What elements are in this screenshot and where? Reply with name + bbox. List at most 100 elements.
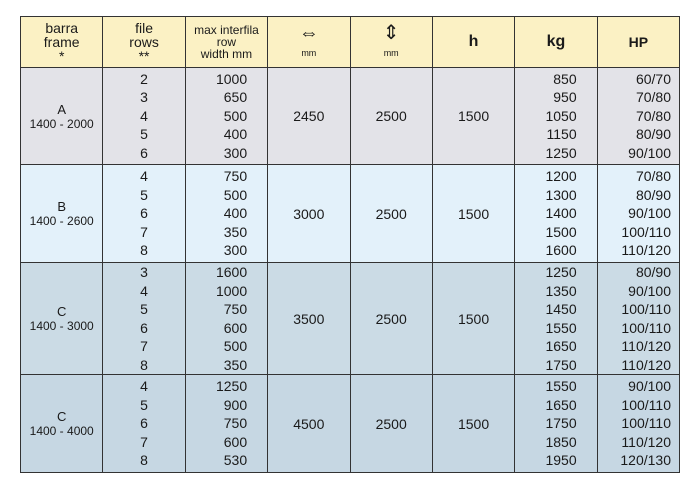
rows-value: 4 (140, 378, 148, 395)
cell-hp: 90/100 100/110 100/110 110/120 120/130 (596, 374, 681, 473)
rows-value: 4 (140, 282, 148, 299)
width-value: 400 (223, 126, 248, 143)
rows-value: 7 (140, 223, 148, 240)
hp-value: 90/100 (628, 282, 671, 299)
rows-value: 5 (140, 396, 148, 413)
width-value: 1000 (215, 70, 248, 87)
hp-value: 70/80 (635, 168, 671, 185)
kg-value: 1250 (545, 264, 577, 280)
kg-value: 1550 (545, 378, 577, 395)
header-text: frame (43, 34, 80, 50)
width-value: 750 (223, 415, 248, 432)
cell-frame: C 1400 - 3000 (19, 262, 104, 375)
cell-length: 3500 (267, 262, 351, 375)
cell-width: 750 500 400 350 300 (184, 164, 269, 263)
frame-label: A (57, 101, 67, 117)
cell-kg: 1550 1650 1750 1850 1950 (514, 374, 598, 473)
cell-rows: 3 4 5 6 7 8 (102, 262, 186, 375)
cell-kg: 1250 1350 1450 1550 1650 1750 (514, 262, 598, 375)
hp-value: 70/80 (635, 89, 671, 106)
cell-width: 1250 900 750 600 530 (184, 374, 269, 473)
cell-length: 4500 (267, 374, 351, 473)
hp-value: 60/70 (635, 70, 671, 87)
width-value: 300 (223, 242, 248, 259)
cell-height: 2500 (349, 374, 433, 473)
kg-value: 1600 (545, 242, 577, 259)
width-value: 300 (223, 144, 248, 161)
kg-value: 1950 (545, 452, 577, 469)
frame-label: C (56, 409, 67, 424)
hp-value: 110/120 (621, 433, 671, 450)
cell-height: 2500 (349, 262, 433, 375)
kg-value: 1650 (545, 338, 577, 354)
hp-value: 90/100 (628, 205, 671, 222)
cell-width: 1600 1000 750 600 500 350 (184, 262, 269, 375)
rows-value: 6 (140, 415, 148, 432)
width-value: 750 (223, 301, 248, 317)
header-text: * (58, 48, 65, 64)
cell-frame: B 1400 - 2600 (19, 164, 104, 263)
header-row: barra frame * file rows ** max interfila row w… (19, 16, 681, 68)
kg-value: 950 (553, 89, 577, 106)
width-value: 500 (223, 186, 248, 203)
rows-value: 7 (140, 338, 148, 354)
rows-value: 5 (140, 301, 148, 317)
hp-value: 100/110 (621, 396, 671, 413)
cell-kg: 1200 1300 1400 1500 1600 (514, 164, 598, 263)
header-text: width mm (200, 47, 253, 61)
kg-value: 1650 (545, 396, 577, 413)
header-hp: HP (596, 16, 681, 68)
hp-value: 100/110 (621, 301, 671, 317)
cell-length: 3000 (267, 164, 351, 263)
rows-value: 7 (140, 433, 148, 450)
kg-value: 1150 (546, 126, 577, 143)
frame-range: 1400 - 2600 (29, 214, 94, 228)
width-value: 600 (223, 319, 248, 336)
hp-value: 100/110 (621, 319, 671, 336)
cell-height: 2500 (349, 164, 433, 263)
header-rows: file rows ** (102, 16, 186, 68)
kg-value: 1450 (545, 301, 577, 317)
hp-value: 110/120 (621, 338, 671, 354)
width-value: 400 (223, 205, 248, 222)
cell-kg: 850 950 1050 1150 1250 (514, 67, 598, 165)
width-value: 500 (223, 107, 248, 124)
kg-value: 1850 (545, 433, 577, 450)
kg-value: 1400 (545, 205, 577, 222)
cell-height: 2500 (349, 67, 433, 165)
horizontal-double-arrow-icon: ⇔ (298, 22, 319, 44)
header-text: file (135, 20, 154, 36)
rows-value: 8 (140, 356, 148, 373)
hp-value: 80/90 (635, 186, 671, 203)
width-value: 350 (223, 223, 248, 240)
header-h: h (431, 16, 516, 68)
rows-value: 4 (140, 107, 148, 124)
rows-value: 3 (140, 264, 148, 280)
cell-width: 1000 650 500 400 300 (184, 67, 269, 165)
header-text: ** (138, 48, 150, 64)
spec-table: barra frame * file rows ** max interfila row w… (19, 16, 681, 473)
hp-value: 110/120 (621, 242, 671, 259)
rows-value: 4 (140, 168, 148, 185)
header-length: ⇔ mm (267, 16, 351, 68)
hp-value: 70/80 (635, 107, 671, 124)
kg-value: 1300 (545, 186, 577, 203)
kg-value: 1750 (545, 415, 577, 432)
header-text: barra (45, 20, 79, 36)
cell-hp: 70/80 80/90 90/100 100/110 110/120 (596, 164, 681, 263)
cell-frame: C 1400 - 4000 (19, 374, 104, 473)
header-text: max interfila (194, 23, 259, 37)
hp-value: 90/100 (628, 378, 671, 395)
width-value: 750 (223, 168, 248, 185)
header-height: ⇕ mm (349, 16, 433, 68)
cell-h: 1500 (431, 164, 516, 263)
kg-value: 850 (553, 70, 577, 87)
header-text: rows (129, 34, 159, 50)
rows-value: 8 (140, 452, 148, 469)
rows-value: 2 (140, 70, 148, 87)
frame-label: C (56, 304, 67, 319)
hp-value: 90/100 (628, 144, 671, 161)
header-kg: kg (514, 16, 598, 68)
